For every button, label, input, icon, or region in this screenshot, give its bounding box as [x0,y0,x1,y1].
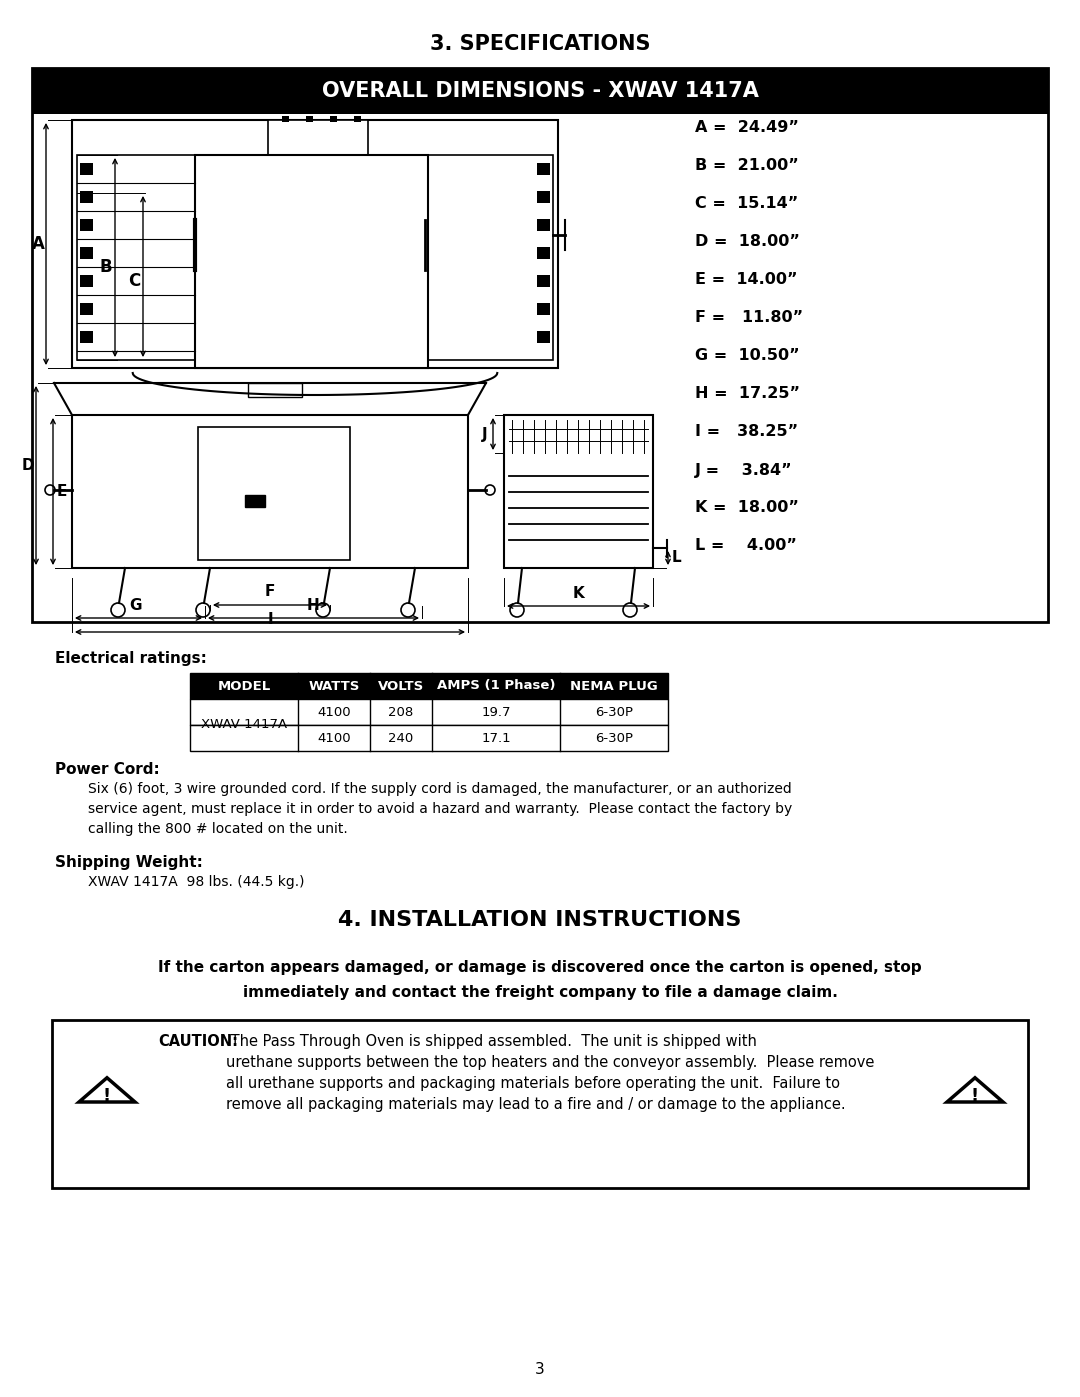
Text: Electrical ratings:: Electrical ratings: [55,651,207,665]
Polygon shape [80,163,93,175]
Polygon shape [80,191,93,203]
Text: 4100: 4100 [318,705,351,718]
Polygon shape [537,303,550,314]
Polygon shape [80,219,93,231]
Text: A: A [31,235,44,253]
Text: VOLTS: VOLTS [378,679,424,693]
Text: The Pass Through Oven is shipped assembled.  The unit is shipped with
urethane s: The Pass Through Oven is shipped assembl… [226,1034,875,1112]
Text: J =    3.84”: J = 3.84” [696,462,793,478]
Text: immediately and contact the freight company to file a damage claim.: immediately and contact the freight comp… [243,985,837,1000]
Text: NEMA PLUG: NEMA PLUG [570,679,658,693]
Text: G =  10.50”: G = 10.50” [696,348,799,363]
Text: If the carton appears damaged, or damage is discovered once the carton is opened: If the carton appears damaged, or damage… [158,960,922,975]
Text: E: E [57,483,67,499]
Text: AMPS (1 Phase): AMPS (1 Phase) [436,679,555,693]
Polygon shape [537,247,550,258]
Text: C: C [127,272,140,291]
Polygon shape [947,1077,1003,1102]
Text: B: B [99,258,112,277]
Text: Power Cord:: Power Cord: [55,761,160,777]
Polygon shape [428,155,553,360]
Text: E =  14.00”: E = 14.00” [696,272,797,288]
Text: G: G [130,598,143,612]
Text: 17.1: 17.1 [482,732,511,745]
Polygon shape [245,495,265,507]
Polygon shape [79,1077,135,1102]
Text: 19.7: 19.7 [482,705,511,718]
Text: D =  18.00”: D = 18.00” [696,235,800,250]
Text: I =   38.25”: I = 38.25” [696,425,798,440]
Text: F: F [265,584,275,599]
Polygon shape [72,120,558,367]
Text: XWAV 1417A: XWAV 1417A [201,718,287,732]
Text: OVERALL DIMENSIONS - XWAV 1417A: OVERALL DIMENSIONS - XWAV 1417A [322,81,758,101]
Polygon shape [504,415,653,569]
FancyBboxPatch shape [190,725,669,752]
Text: 4. INSTALLATION INSTRUCTIONS: 4. INSTALLATION INSTRUCTIONS [338,909,742,930]
Polygon shape [77,155,195,360]
Polygon shape [282,116,289,122]
Polygon shape [80,247,93,258]
Text: K: K [572,585,584,601]
Text: Six (6) foot, 3 wire grounded cord. If the supply cord is damaged, the manufactu: Six (6) foot, 3 wire grounded cord. If t… [87,782,793,835]
Polygon shape [248,383,302,397]
Text: XWAV 1417A  98 lbs. (44.5 kg.): XWAV 1417A 98 lbs. (44.5 kg.) [87,875,305,888]
Polygon shape [537,163,550,175]
FancyBboxPatch shape [32,68,1048,622]
Polygon shape [72,415,468,569]
Text: C =  15.14”: C = 15.14” [696,197,798,211]
Polygon shape [80,303,93,314]
Polygon shape [80,275,93,286]
Polygon shape [80,331,93,344]
Polygon shape [330,116,337,122]
Text: J: J [482,426,488,441]
Polygon shape [306,116,313,122]
Text: 4100: 4100 [318,732,351,745]
FancyBboxPatch shape [190,698,669,725]
Text: CAUTION:: CAUTION: [158,1034,238,1049]
Text: 3: 3 [535,1362,545,1377]
FancyBboxPatch shape [52,1020,1028,1187]
Text: !: ! [103,1087,111,1105]
FancyBboxPatch shape [190,673,669,698]
Text: D: D [22,458,35,474]
Polygon shape [195,155,428,367]
Text: H =  17.25”: H = 17.25” [696,387,800,401]
Text: I: I [267,612,273,626]
Text: F =   11.80”: F = 11.80” [696,310,804,326]
Text: B =  21.00”: B = 21.00” [696,158,799,173]
Text: WATTS: WATTS [308,679,360,693]
Text: K =  18.00”: K = 18.00” [696,500,799,515]
Polygon shape [537,275,550,286]
Polygon shape [198,427,350,560]
Text: 208: 208 [389,705,414,718]
Polygon shape [268,120,368,155]
Text: H: H [307,598,320,612]
Text: 240: 240 [389,732,414,745]
Polygon shape [537,191,550,203]
Text: L: L [671,550,680,566]
Text: 3. SPECIFICATIONS: 3. SPECIFICATIONS [430,34,650,54]
Text: 6-30P: 6-30P [595,732,633,745]
Text: !: ! [971,1087,980,1105]
Text: 6-30P: 6-30P [595,705,633,718]
Text: Shipping Weight:: Shipping Weight: [55,855,203,870]
Polygon shape [537,331,550,344]
Text: MODEL: MODEL [217,679,271,693]
Polygon shape [354,116,361,122]
Text: L =    4.00”: L = 4.00” [696,538,797,553]
Polygon shape [537,219,550,231]
FancyBboxPatch shape [32,68,1048,115]
Text: A =  24.49”: A = 24.49” [696,120,799,136]
